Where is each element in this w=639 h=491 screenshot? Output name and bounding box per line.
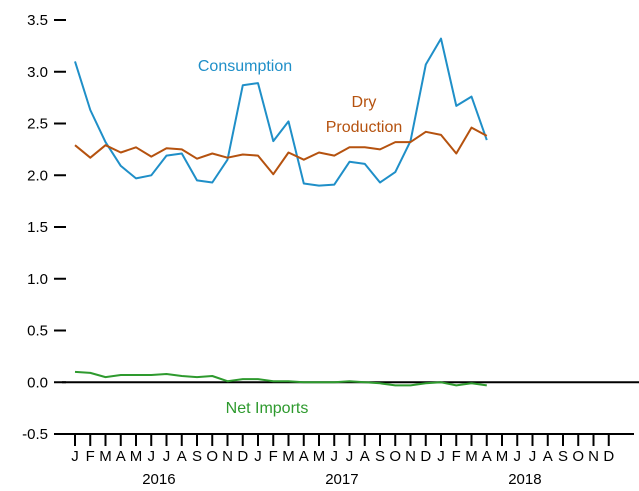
- y-tick-label: 0.0: [27, 374, 48, 391]
- series-line-net-imports: [74, 370, 487, 387]
- x-month-label: M: [465, 448, 478, 465]
- x-month-label: J: [331, 448, 339, 465]
- x-month-label: F: [86, 448, 95, 465]
- x-month-label: O: [572, 448, 584, 465]
- x-month-label: A: [116, 448, 126, 465]
- y-axis: 3.5 3.0 2.5 2.0 1.5 1.0 0.5 0.0 -0.5: [22, 12, 639, 443]
- x-month-label: S: [558, 448, 568, 465]
- x-year-label: 2017: [325, 471, 358, 488]
- x-month-label: A: [177, 448, 187, 465]
- y-tick-label: 2.0: [27, 167, 48, 184]
- x-month-label: D: [237, 448, 248, 465]
- x-month-label: M: [99, 448, 112, 465]
- y-tick-label: 2.5: [27, 116, 48, 133]
- y-tick-label: -0.5: [22, 426, 48, 443]
- x-month-label: J: [529, 448, 537, 465]
- x-month-label: A: [299, 448, 309, 465]
- x-axis: J F M A M J J A S O N D J F M A M J J A S O N D J F M A M J J A S O N D2016…: [62, 433, 634, 488]
- x-month-label: D: [420, 448, 431, 465]
- series-line-consumption: [74, 37, 488, 187]
- x-month-label: F: [269, 448, 278, 465]
- x-month-label: M: [282, 448, 295, 465]
- series-label-net-imports: Net Imports: [226, 400, 309, 417]
- x-month-label: D: [603, 448, 614, 465]
- x-month-label: M: [313, 448, 326, 465]
- x-month-label: J: [254, 448, 262, 465]
- series-label-consumption: Consumption: [198, 58, 292, 75]
- x-month-label: M: [496, 448, 509, 465]
- x-month-label: F: [452, 448, 461, 465]
- y-tick-label: 3.0: [27, 64, 48, 81]
- x-year-label: 2016: [142, 471, 175, 488]
- y-tick-label: 3.5: [27, 12, 48, 29]
- x-month-label: A: [543, 448, 553, 465]
- series-label-dry-production: Production: [326, 119, 403, 136]
- series-line-dry-production: [74, 126, 488, 176]
- x-month-label: A: [360, 448, 370, 465]
- x-month-label: J: [163, 448, 171, 465]
- x-month-label: J: [437, 448, 445, 465]
- x-month-label: J: [148, 448, 156, 465]
- y-tick-label: 0.5: [27, 323, 48, 340]
- x-month-label: J: [514, 448, 522, 465]
- x-month-label: J: [71, 448, 79, 465]
- x-year-label: 2018: [508, 471, 541, 488]
- x-month-label: O: [389, 448, 401, 465]
- x-month-label: N: [588, 448, 599, 465]
- y-tick-label: 1.5: [27, 219, 48, 236]
- series-label-dry-production: Dry: [352, 94, 377, 111]
- x-month-label: J: [346, 448, 354, 465]
- series-layer: [74, 37, 488, 387]
- x-month-label: N: [405, 448, 416, 465]
- x-month-label: N: [222, 448, 233, 465]
- y-tick-label: 1.0: [27, 271, 48, 288]
- x-month-label: S: [192, 448, 202, 465]
- x-month-label: O: [206, 448, 218, 465]
- x-month-label: A: [482, 448, 492, 465]
- series-labels: Consumption Dry Production Net Imports: [198, 58, 402, 417]
- x-month-label: S: [375, 448, 385, 465]
- x-month-label: M: [130, 448, 143, 465]
